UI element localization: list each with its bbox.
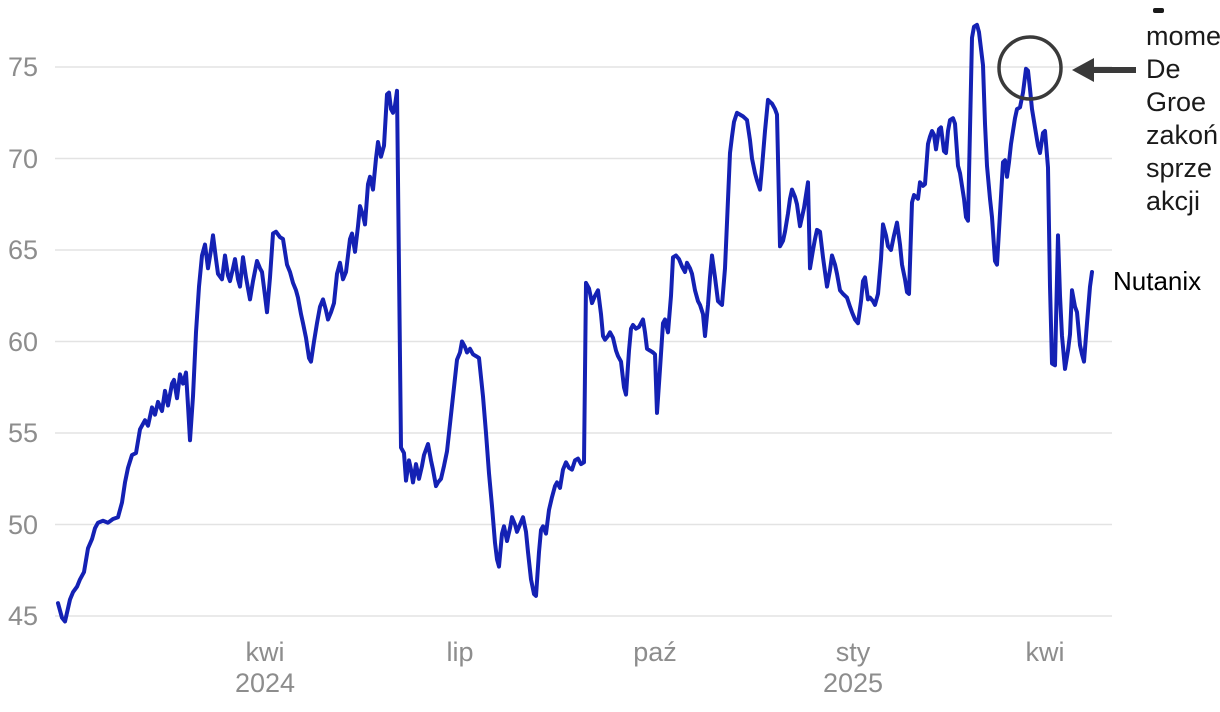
annotation-circle <box>997 35 1063 101</box>
clipped-text-fragment <box>1153 8 1164 13</box>
annotation-line-5: akcji <box>1146 186 1201 216</box>
x-tick-label-4: kwi <box>1025 637 1065 667</box>
x-tick-0: kwi 2024 <box>205 637 325 699</box>
x-tick-label-0: kwi <box>245 637 285 667</box>
y-tick-label-65: 65 <box>8 235 39 265</box>
arrow-head-icon <box>1072 58 1094 82</box>
x-tick-label-2: paź <box>633 637 677 667</box>
x-tick-4: kwi <box>985 637 1105 668</box>
x-tick-label-1: lip <box>446 637 474 667</box>
annotation-line-4: sprze <box>1146 153 1213 183</box>
y-tick-label-50: 50 <box>8 509 39 540</box>
annotation-line-0: mome <box>1146 21 1220 51</box>
price-line-series <box>56 22 1094 624</box>
x-tick-3: sty 2025 <box>793 637 913 699</box>
y-tick-label-60: 60 <box>8 326 39 357</box>
x-tick-year-2024: 2024 <box>234 668 296 698</box>
annotation-text-block: mome De Groe zakoń sprze akcji <box>1146 20 1220 218</box>
x-tick-1: lip <box>400 637 520 668</box>
x-tick-2: paź <box>595 637 715 668</box>
y-tick-label-55: 55 <box>8 418 39 448</box>
annotation-arrow <box>1072 58 1136 82</box>
y-tick-label-45: 45 <box>8 601 39 631</box>
y-tick-label-75: 75 <box>8 52 39 82</box>
series-end-label: Nutanix <box>1113 266 1202 296</box>
y-tick-label-70: 70 <box>8 143 39 174</box>
annotation-line-1: De <box>1146 54 1181 84</box>
x-tick-year-2025: 2025 <box>822 668 884 698</box>
annotation-line-2: Groe <box>1146 87 1207 117</box>
annotation-line-3: zakoń <box>1146 120 1219 150</box>
x-tick-label-3: sty <box>835 637 871 667</box>
